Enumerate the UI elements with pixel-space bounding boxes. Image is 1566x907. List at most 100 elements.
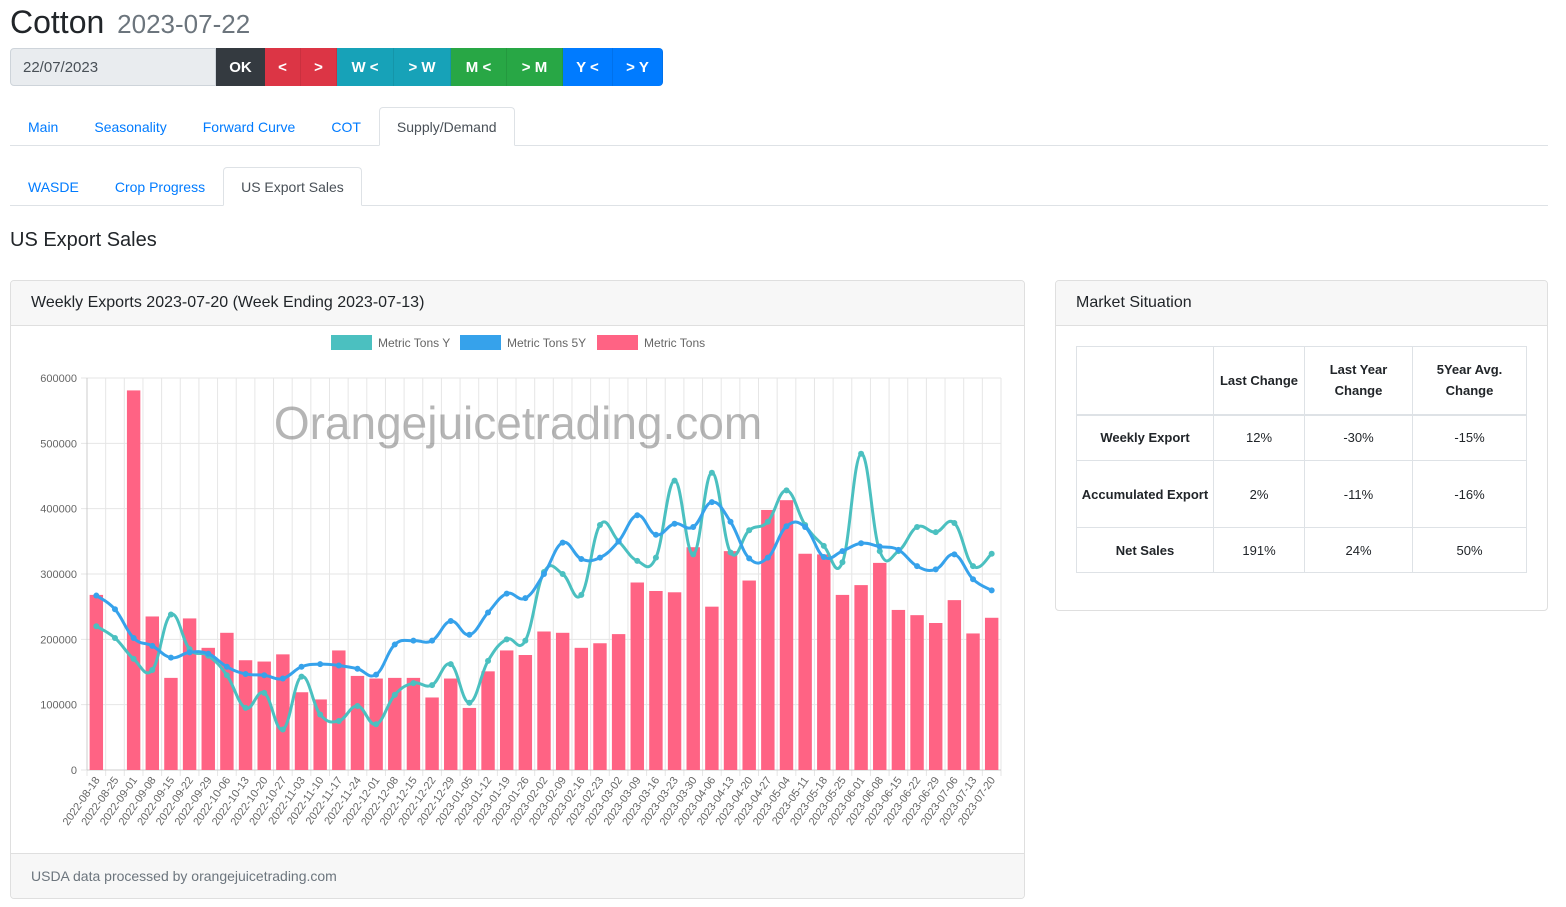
tab-forward-curve[interactable]: Forward Curve (202, 118, 296, 135)
next-month-button[interactable]: > M (507, 48, 563, 86)
point-metric-tons-5y (130, 635, 137, 642)
column-header-last-year-change: Last Year Change (1304, 346, 1413, 416)
point-metric-tons-y (167, 611, 174, 618)
legend-label-metric-tons: Metric Tons (644, 336, 705, 350)
legend-label-metric-tons-5y: Metric Tons 5Y (507, 336, 586, 350)
table-cell: 191% (1213, 527, 1305, 573)
bar-metric-tons (444, 678, 458, 770)
point-metric-tons-y (354, 702, 361, 709)
y-tick-label: 600000 (40, 373, 77, 385)
point-metric-tons-5y (354, 665, 361, 672)
tab-main[interactable]: Main (28, 118, 59, 135)
prev-week-button[interactable]: W < (337, 48, 394, 86)
next-week-button[interactable]: > W (394, 48, 451, 86)
point-metric-tons-5y (391, 641, 398, 648)
point-metric-tons-5y (708, 499, 715, 506)
point-metric-tons-5y (111, 606, 118, 613)
prev-month-button[interactable]: M < (451, 48, 507, 86)
point-metric-tons-y (727, 549, 734, 556)
point-metric-tons-5y (895, 546, 902, 553)
point-metric-tons-5y (485, 609, 492, 616)
point-metric-tons-5y (429, 637, 436, 644)
point-metric-tons-y (335, 718, 342, 724)
point-metric-tons-5y (746, 555, 753, 562)
commodity-name: Cotton (10, 4, 105, 40)
point-metric-tons-5y (205, 650, 212, 657)
prev-year-button[interactable]: Y < (563, 48, 613, 86)
table-row: Weekly Export 12% -30% -15% (1076, 414, 1527, 461)
bar-metric-tons (686, 547, 700, 770)
point-metric-tons-5y (634, 512, 641, 519)
y-tick-label: 0 (71, 765, 77, 777)
table-cell: 12% (1213, 414, 1305, 461)
bar-metric-tons (891, 609, 906, 770)
table-cell: -15% (1412, 414, 1527, 461)
tab-seasonality[interactable]: Seasonality (94, 118, 167, 135)
point-metric-tons-y (951, 520, 958, 527)
bar-metric-tons (984, 617, 999, 770)
point-metric-tons-y (242, 704, 249, 711)
bar-metric-tons (761, 509, 775, 770)
table-cell: -16% (1412, 460, 1527, 528)
point-metric-tons-y (839, 559, 846, 566)
point-metric-tons-5y (335, 662, 342, 669)
point-metric-tons-5y (596, 554, 603, 561)
main-tabs: Main Seasonality Forward Curve COT Suppl… (10, 107, 1548, 146)
prev-day-button[interactable]: < (265, 48, 301, 86)
tab-cot[interactable]: COT (331, 118, 361, 135)
point-metric-tons-5y (503, 590, 510, 597)
date-input[interactable] (10, 48, 216, 86)
table-cell: -30% (1304, 414, 1413, 461)
point-metric-tons-y (634, 557, 641, 564)
y-tick-label: 100000 (40, 700, 77, 712)
column-header-last-change: Last Change (1213, 346, 1305, 416)
point-metric-tons-5y (802, 523, 809, 530)
point-metric-tons-5y (223, 663, 230, 670)
point-metric-tons-5y (373, 671, 380, 678)
next-year-button[interactable]: > Y (613, 48, 663, 86)
bar-metric-tons (798, 553, 812, 770)
point-metric-tons-y (410, 680, 417, 687)
bar-metric-tons (499, 650, 514, 770)
row-label-accumulated-export: Accumulated Export (1076, 460, 1214, 528)
point-metric-tons-y (429, 682, 436, 689)
point-metric-tons-y (932, 529, 939, 536)
point-metric-tons-5y (652, 531, 659, 538)
bar-metric-tons (276, 654, 290, 770)
bar-metric-tons (537, 631, 551, 770)
point-metric-tons-5y (167, 654, 174, 661)
ok-button[interactable]: OK (216, 48, 265, 86)
tab-us-export-sales[interactable]: US Export Sales (223, 167, 362, 206)
weekly-exports-card: Weekly Exports 2023-07-20 (Week Ending 2… (10, 280, 1025, 899)
point-metric-tons-5y (149, 642, 156, 649)
point-metric-tons-y (783, 487, 790, 494)
point-metric-tons-y (261, 689, 268, 696)
table-row: Accumulated Export 2% -11% -16% (1076, 460, 1527, 528)
legend-swatch-metric-tons-5y (460, 335, 501, 350)
point-metric-tons-y (559, 571, 566, 577)
bar-metric-tons (350, 675, 365, 770)
point-metric-tons-y (111, 635, 118, 642)
point-metric-tons-5y (727, 518, 734, 525)
tab-wasde[interactable]: WASDE (28, 178, 79, 195)
point-metric-tons-y (652, 554, 659, 561)
point-metric-tons-y (970, 563, 977, 570)
point-metric-tons-y (223, 672, 230, 679)
bar-metric-tons (406, 677, 421, 770)
point-metric-tons-y (93, 623, 100, 630)
next-day-button[interactable]: > (301, 48, 337, 86)
point-metric-tons-y (485, 657, 492, 664)
row-label-net-sales: Net Sales (1076, 527, 1214, 573)
bar-metric-tons (947, 600, 962, 770)
point-metric-tons-y (746, 527, 753, 534)
tab-supply-demand[interactable]: Supply/Demand (378, 107, 515, 146)
point-metric-tons-5y (466, 631, 473, 638)
bar-metric-tons (220, 632, 234, 770)
bar-metric-tons (313, 699, 327, 770)
point-metric-tons-5y (764, 554, 771, 561)
bar-metric-tons (649, 590, 663, 770)
point-metric-tons-5y (578, 555, 585, 562)
bar-metric-tons (518, 655, 533, 770)
tab-crop-progress[interactable]: Crop Progress (114, 178, 206, 195)
market-situation-table: Last Change Last Year Change 5Year Avg. … (1076, 346, 1527, 573)
